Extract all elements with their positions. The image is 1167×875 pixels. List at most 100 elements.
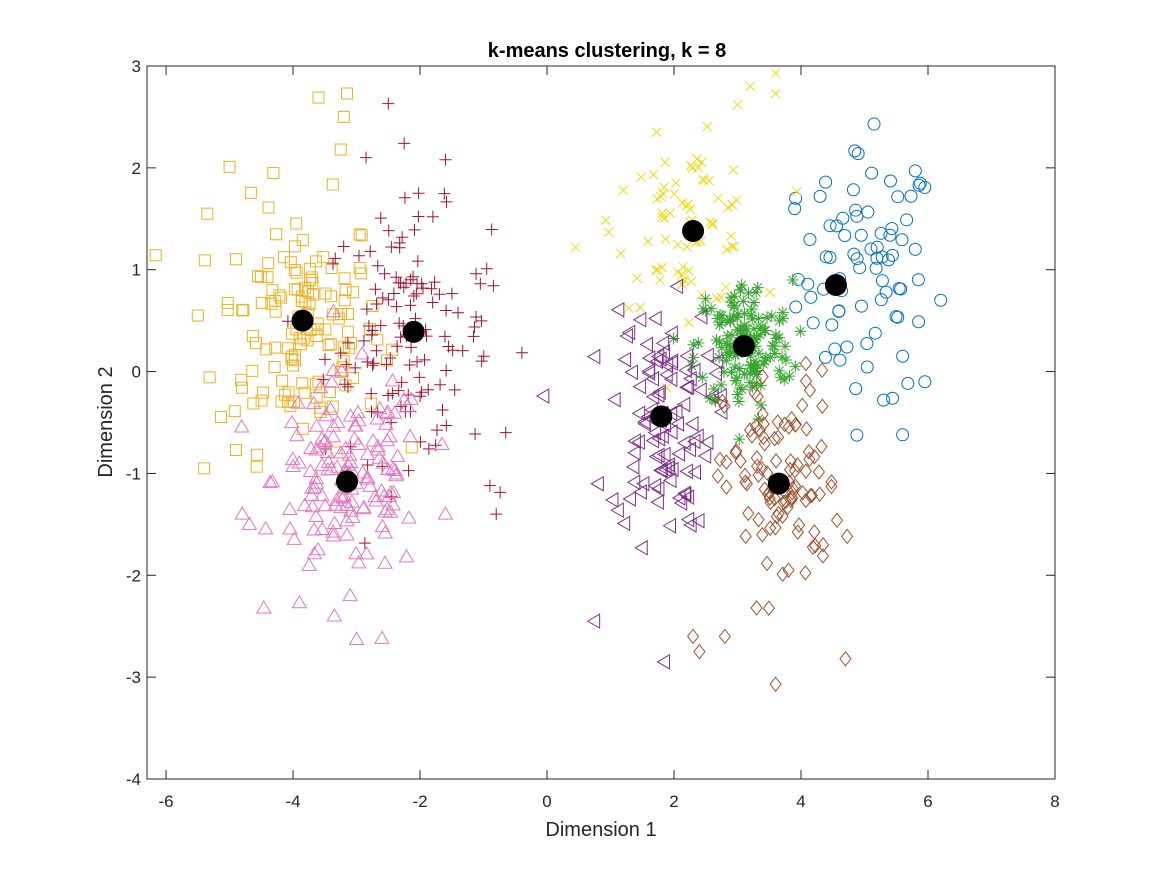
data-point — [650, 481, 665, 497]
data-point — [769, 453, 783, 469]
data-point — [246, 330, 259, 343]
data-point — [868, 326, 882, 340]
data-point — [703, 175, 714, 186]
data-point — [734, 382, 747, 395]
data-point — [586, 613, 601, 629]
data-point — [312, 91, 325, 104]
data-point — [426, 210, 439, 223]
data-point — [604, 492, 619, 508]
data-point — [901, 376, 915, 390]
data-point — [241, 516, 258, 530]
data-point — [789, 360, 802, 373]
data-point — [726, 231, 736, 241]
data-point — [687, 351, 700, 364]
data-point — [756, 368, 769, 385]
data-point — [378, 416, 394, 430]
data-point — [716, 393, 729, 410]
data-point — [720, 479, 733, 495]
data-point — [317, 497, 334, 512]
data-point — [312, 438, 328, 453]
data-point — [214, 411, 227, 424]
data-point — [682, 441, 697, 458]
data-point — [769, 676, 782, 693]
data-point — [438, 187, 451, 200]
data-point — [285, 458, 301, 472]
data-point — [369, 283, 382, 296]
data-point — [301, 557, 317, 571]
data-point — [310, 541, 326, 556]
data-point — [816, 537, 830, 553]
data-point — [382, 293, 395, 306]
data-point — [751, 281, 764, 294]
data-point — [276, 374, 289, 387]
data-point — [669, 278, 684, 295]
data-point — [686, 628, 700, 645]
data-point — [742, 505, 755, 522]
data-point — [816, 548, 830, 564]
data-point — [398, 191, 411, 204]
data-point — [235, 381, 248, 394]
data-point — [670, 415, 684, 432]
data-point — [570, 242, 581, 253]
data-point — [708, 393, 721, 406]
data-point — [765, 310, 778, 323]
data-point — [445, 287, 458, 300]
data-point — [341, 336, 354, 349]
data-point — [750, 286, 763, 299]
data-point — [686, 433, 701, 450]
data-point — [442, 340, 455, 353]
data-point — [387, 462, 403, 477]
data-point — [386, 343, 399, 356]
data-point — [690, 428, 704, 445]
data-point — [499, 426, 512, 439]
data-point — [412, 187, 425, 200]
data-point — [850, 252, 864, 266]
cluster-4-points — [233, 303, 454, 645]
data-point — [851, 147, 865, 161]
data-point — [275, 395, 288, 408]
data-point — [434, 378, 447, 391]
data-point — [323, 386, 336, 399]
data-point — [622, 491, 636, 507]
data-point — [336, 361, 349, 374]
data-point — [854, 228, 868, 242]
data-point — [422, 442, 435, 455]
data-point — [269, 341, 282, 354]
data-point — [753, 422, 766, 438]
data-point — [379, 432, 396, 447]
data-point — [347, 417, 363, 432]
data-point — [818, 350, 832, 364]
data-point — [679, 348, 693, 364]
data-point — [738, 467, 752, 484]
data-point — [864, 242, 878, 256]
data-point — [380, 358, 393, 371]
data-point — [634, 539, 648, 556]
data-point — [729, 374, 742, 387]
data-point — [733, 362, 746, 375]
data-point — [360, 151, 373, 164]
data-point — [883, 174, 897, 188]
data-point — [652, 194, 662, 204]
data-point — [246, 364, 259, 377]
data-point — [808, 524, 821, 540]
data-point — [348, 545, 364, 560]
data-point — [896, 428, 910, 442]
data-point — [728, 290, 741, 303]
data-point — [692, 154, 702, 164]
data-point — [296, 377, 309, 390]
data-point — [621, 324, 636, 341]
data-point — [314, 487, 330, 502]
data-point — [816, 398, 829, 415]
data-point — [229, 444, 242, 457]
data-point — [368, 493, 384, 507]
data-point — [365, 405, 378, 418]
data-point — [474, 277, 487, 290]
data-point — [433, 288, 446, 301]
data-point — [403, 359, 416, 372]
data-point — [349, 361, 362, 374]
data-point — [900, 213, 914, 227]
data-point — [645, 370, 659, 387]
data-point — [324, 338, 337, 351]
data-point — [860, 360, 874, 374]
data-point — [799, 564, 812, 581]
